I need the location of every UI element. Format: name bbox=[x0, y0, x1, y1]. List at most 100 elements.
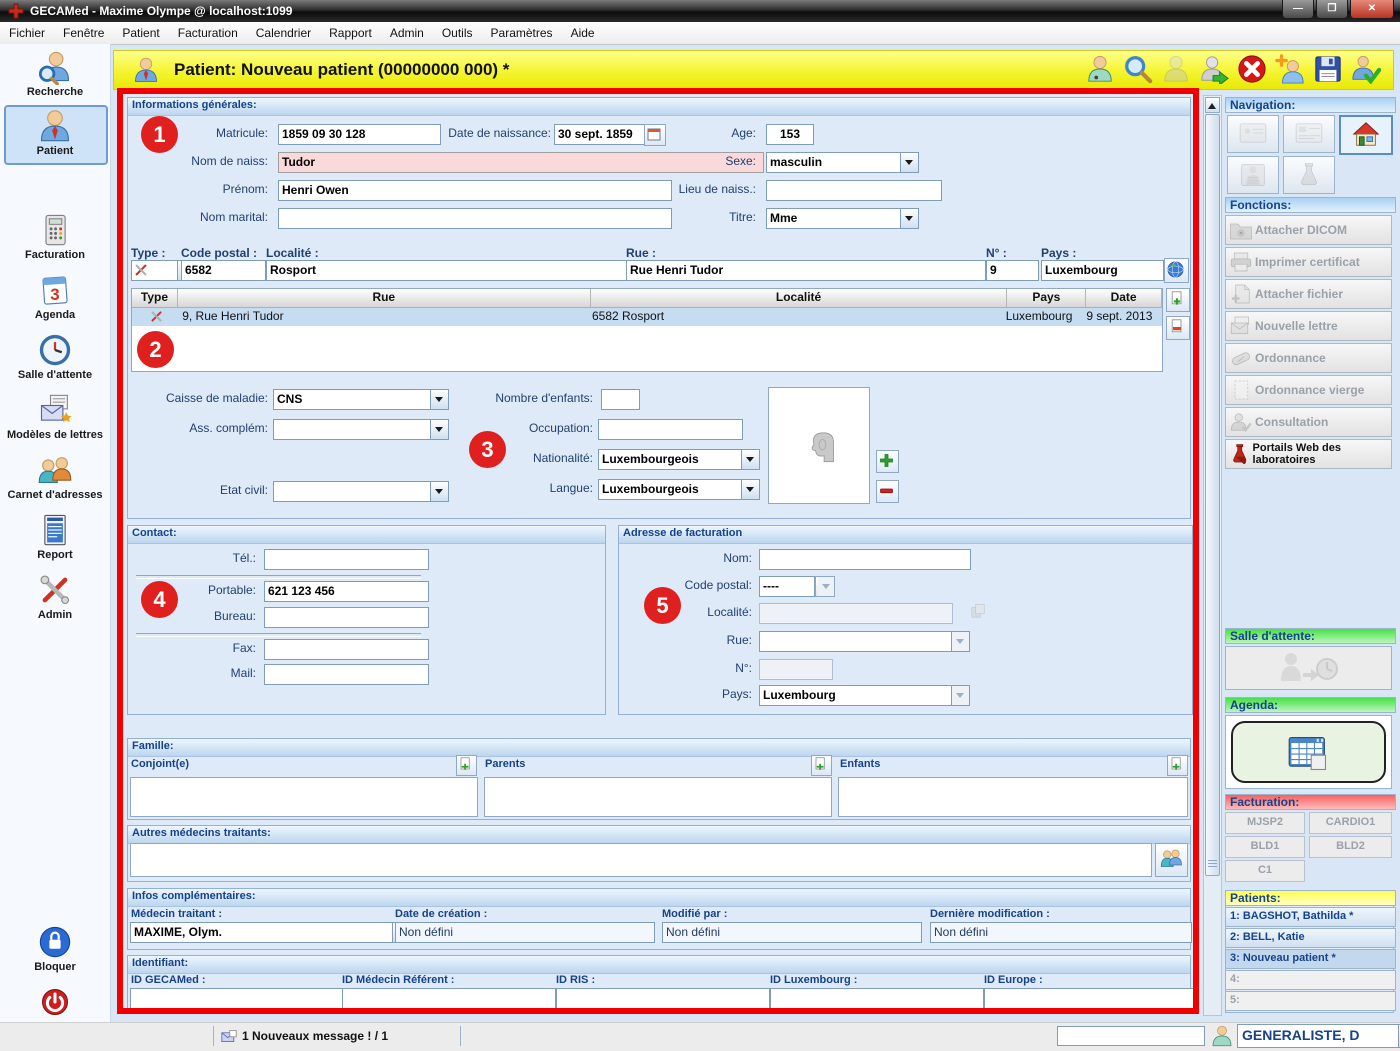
matricule-field[interactable]: 1859 09 30 128 bbox=[278, 124, 441, 145]
caisse-maladie-combo[interactable]: CNS bbox=[273, 389, 449, 410]
age-field[interactable]: 153 bbox=[766, 124, 814, 145]
id-ris-field[interactable] bbox=[556, 988, 770, 1008]
address-table-row[interactable]: 9, Rue Henri Tudor 6582 Rosport Luxembou… bbox=[132, 308, 1162, 326]
chevron-down-icon[interactable] bbox=[430, 482, 448, 501]
menu-calendrier[interactable]: Calendrier bbox=[255, 26, 312, 40]
add-parent-button[interactable] bbox=[811, 755, 832, 776]
nom-marital-field[interactable] bbox=[278, 208, 672, 229]
id-luxembourg-field[interactable] bbox=[770, 988, 984, 1008]
sidebar-item-agenda[interactable]: 3 Agenda bbox=[0, 272, 110, 321]
bureau-field[interactable] bbox=[264, 607, 429, 628]
facturation-cp-field[interactable]: ---- bbox=[759, 576, 815, 597]
sidebar-item-report[interactable]: Report bbox=[0, 512, 110, 561]
enfants-list[interactable] bbox=[838, 777, 1188, 817]
id-europe-field[interactable] bbox=[984, 988, 1193, 1008]
occupation-field[interactable] bbox=[598, 419, 743, 440]
langue-combo[interactable]: Luxembourgeois bbox=[598, 479, 760, 500]
add-enfant-button[interactable] bbox=[1167, 755, 1188, 776]
scroll-up-arrow[interactable] bbox=[1205, 97, 1220, 113]
person-export-icon[interactable] bbox=[1199, 54, 1229, 84]
status-search-field[interactable] bbox=[1057, 1026, 1205, 1046]
sidebar-item-logout[interactable] bbox=[0, 986, 110, 1018]
menu-admin[interactable]: Admin bbox=[389, 26, 424, 40]
chevron-down-icon[interactable] bbox=[741, 450, 759, 469]
facturation-pays-combo[interactable]: Luxembourg bbox=[759, 685, 970, 706]
chevron-down-icon[interactable] bbox=[430, 420, 448, 439]
sexe-combo[interactable]: masculin bbox=[766, 152, 919, 173]
medecins-list[interactable] bbox=[130, 843, 1152, 877]
menu-patient[interactable]: Patient bbox=[122, 26, 160, 40]
close-button[interactable]: ✕ bbox=[1350, 0, 1394, 19]
minimize-button[interactable]: — bbox=[1282, 0, 1314, 19]
remove-photo-button[interactable] bbox=[876, 480, 899, 503]
sidebar-item-modeles-lettres[interactable]: Modèles de lettres bbox=[0, 392, 110, 441]
nombre-enfants-field[interactable] bbox=[601, 389, 640, 410]
agenda-button[interactable] bbox=[1225, 715, 1392, 789]
menu-facturation[interactable]: Facturation bbox=[177, 26, 238, 40]
facturation-rue-combo[interactable] bbox=[759, 631, 970, 652]
patient-slot-3[interactable]: 3: Nouveau patient * bbox=[1225, 949, 1396, 969]
assurance-complementaire-combo[interactable] bbox=[273, 419, 449, 440]
chevron-down-icon[interactable] bbox=[430, 390, 448, 409]
rue-combo[interactable]: Rue Henri Tudor bbox=[626, 260, 1004, 281]
menu-rapport[interactable]: Rapport bbox=[329, 26, 372, 40]
form-scrollbar[interactable] bbox=[1203, 95, 1222, 1016]
save-icon[interactable] bbox=[1313, 54, 1343, 84]
maximize-button[interactable]: ❐ bbox=[1316, 0, 1348, 19]
remove-address-button[interactable] bbox=[1166, 316, 1190, 340]
nationalite-combo[interactable]: Luxembourgeois bbox=[598, 449, 760, 470]
map-button[interactable] bbox=[1164, 258, 1189, 283]
chevron-down-icon[interactable] bbox=[741, 480, 759, 499]
chevron-down-icon[interactable] bbox=[1398, 1025, 1400, 1047]
portails-web-laboratoires-button[interactable]: Portails Web des laboratoires bbox=[1225, 439, 1392, 469]
doctor-select-combo[interactable]: GENERALISTE, D bbox=[1237, 1024, 1400, 1048]
sidebar-item-recherche[interactable]: Recherche bbox=[0, 49, 110, 98]
search-icon[interactable] bbox=[1123, 54, 1153, 84]
sidebar-item-carnet-adresses[interactable]: Carnet d'adresses bbox=[0, 452, 110, 501]
pays-combo[interactable]: Luxembourg bbox=[1041, 260, 1182, 281]
add-photo-button[interactable] bbox=[876, 450, 899, 473]
menu-fichier[interactable]: Fichier bbox=[9, 26, 46, 40]
conjoint-list[interactable] bbox=[130, 777, 478, 817]
address-table[interactable]: Type Rue Localité Pays Date 9, Rue Henri… bbox=[131, 288, 1163, 372]
tel-field[interactable] bbox=[264, 549, 429, 570]
close-patient-icon[interactable] bbox=[1237, 54, 1267, 84]
menu-parametres[interactable]: Paramètres bbox=[490, 26, 553, 40]
add-address-button[interactable] bbox=[1166, 288, 1190, 312]
medecin-traitant-combo[interactable]: MAXIME, Olym. bbox=[130, 922, 411, 943]
new-patient-icon[interactable] bbox=[1275, 54, 1305, 84]
messages-status[interactable]: 1 Nouveaux message ! / 1 bbox=[242, 1029, 389, 1043]
add-conjoint-button[interactable] bbox=[456, 755, 477, 776]
portable-field[interactable]: 621 123 456 bbox=[264, 581, 429, 602]
sidebar-item-facturation[interactable]: Facturation bbox=[0, 212, 110, 261]
menu-fenetre[interactable]: Fenêtre bbox=[63, 26, 105, 40]
patient-slot-1[interactable]: 1: BAGSHOT, Bathilda * bbox=[1225, 907, 1396, 927]
patient-slot-2[interactable]: 2: BELL, Katie bbox=[1225, 928, 1396, 948]
titre-combo[interactable]: Mme bbox=[766, 208, 919, 229]
sidebar-item-admin[interactable]: Admin bbox=[0, 572, 110, 621]
menu-aide[interactable]: Aide bbox=[570, 26, 595, 40]
sidebar-item-patient[interactable]: Patient bbox=[0, 108, 110, 157]
lieu-naissance-field[interactable] bbox=[766, 180, 942, 201]
numero-field[interactable]: 9 bbox=[986, 260, 1039, 281]
facturation-nom-field[interactable] bbox=[759, 549, 971, 570]
scrollbar-thumb[interactable] bbox=[1205, 114, 1220, 876]
etat-civil-combo[interactable] bbox=[273, 481, 449, 502]
sidebar-item-salle-attente[interactable]: Salle d'attente bbox=[0, 332, 110, 381]
localite-field[interactable]: Rosport bbox=[266, 260, 627, 281]
fax-field[interactable] bbox=[264, 639, 429, 660]
mail-field[interactable] bbox=[264, 664, 429, 685]
menu-outils[interactable]: Outils bbox=[441, 26, 473, 40]
chevron-down-icon[interactable] bbox=[900, 153, 918, 172]
nom-naissance-field[interactable]: Tudor bbox=[278, 152, 764, 173]
sidebar-item-bloquer[interactable]: Bloquer bbox=[0, 924, 110, 973]
choose-medecin-button[interactable] bbox=[1155, 843, 1188, 877]
id-gecamed-field[interactable] bbox=[130, 988, 344, 1008]
chevron-down-icon[interactable] bbox=[900, 209, 918, 228]
parents-list[interactable] bbox=[484, 777, 832, 817]
validate-patient-icon[interactable] bbox=[1351, 54, 1381, 84]
id-medecin-referent-field[interactable] bbox=[342, 988, 556, 1008]
doctor-icon[interactable] bbox=[1085, 54, 1115, 84]
prenom-field[interactable]: Henri Owen bbox=[278, 180, 672, 201]
nav-home-button[interactable] bbox=[1339, 115, 1393, 155]
